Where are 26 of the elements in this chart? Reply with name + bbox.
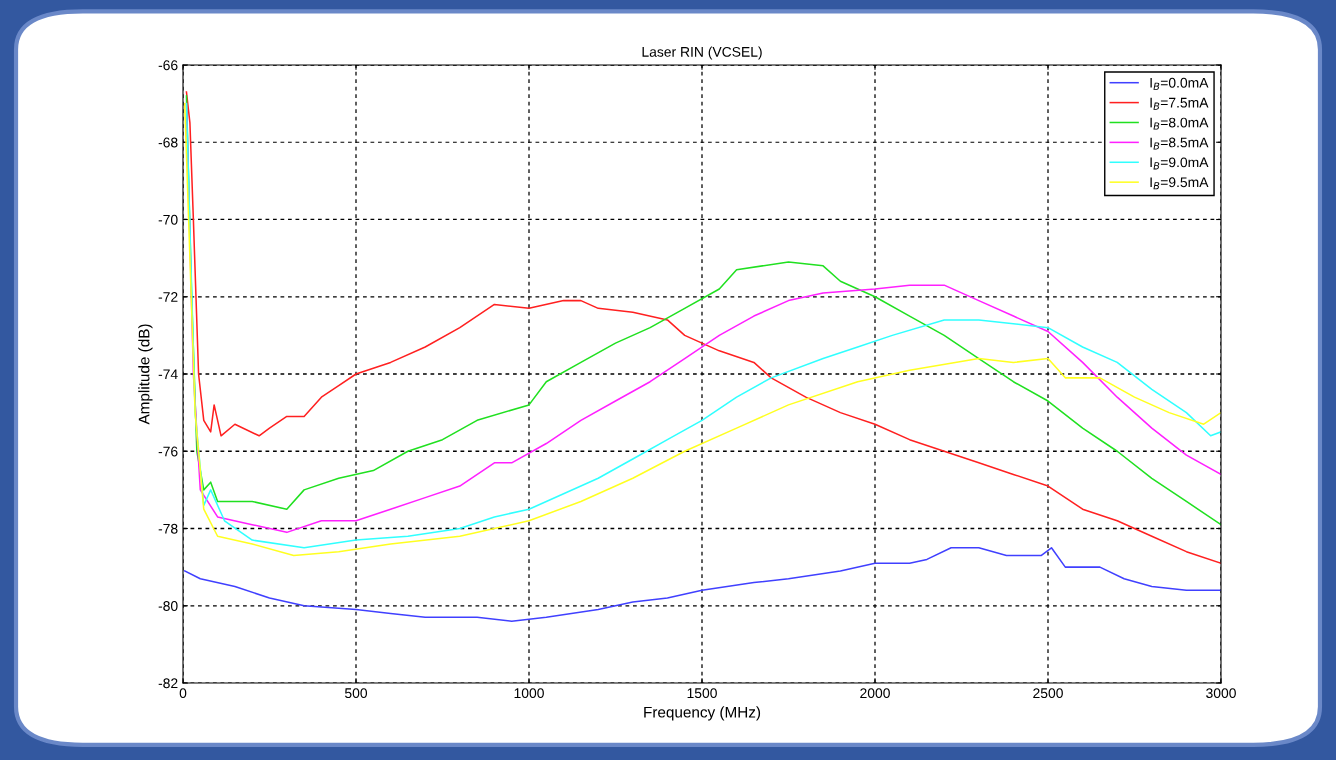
legend-label: I$_{B}$=0.0mA	[1150, 77, 1209, 90]
x-tick-label: 0	[179, 688, 187, 699]
y-tick-label: -66	[158, 60, 178, 71]
x-tick-label: 1500	[687, 688, 717, 699]
x-tick-label: 500	[344, 688, 368, 699]
legend-label: I$_{B}$=7.5mA	[1150, 97, 1209, 110]
legend-label: I$_{B}$=8.5mA	[1150, 137, 1209, 150]
y-tick-label: -70	[158, 214, 178, 225]
legend-label: I$_{B}$=9.0mA	[1150, 157, 1209, 170]
y-tick-label: -78	[158, 523, 178, 534]
x-tick-label: 3000	[1206, 688, 1236, 699]
line-series	[183, 547, 1221, 622]
y-tick-label: -72	[158, 292, 178, 302]
x-tick-label: 2000	[860, 688, 890, 699]
y-tick-label: -74	[158, 369, 178, 380]
y-tick-label: -80	[158, 601, 178, 611]
legend-label: I$_{B}$=8.0mA	[1150, 117, 1209, 130]
x-axis-title: Frequency (MHz)	[644, 706, 761, 721]
legend-label: I$_{B}$=9.5mA	[1150, 177, 1209, 190]
x-tick-label: 2500	[1033, 688, 1063, 699]
x-tick-label: 1000	[514, 688, 544, 699]
y-tick-label: -76	[158, 446, 178, 457]
y-tick-label: -82	[158, 678, 178, 689]
y-axis-title: Amplitude (dB)	[138, 324, 153, 425]
chart-title: Laser RIN (VCSEL)	[642, 46, 762, 60]
y-tick-label: -68	[158, 137, 178, 148]
